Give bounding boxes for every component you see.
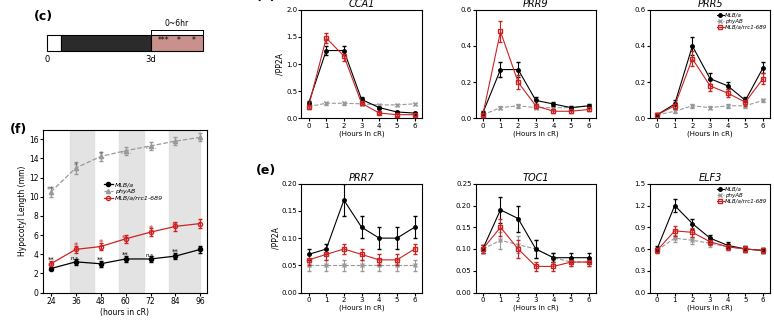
Legend: MLB/a, phyAB, MLB/a/rrc1-689: MLB/a, phyAB, MLB/a/rrc1-689 [103,182,164,202]
Text: **: ** [98,257,104,263]
Text: **: ** [122,252,129,257]
Text: *: * [177,36,181,45]
X-axis label: (Hours in cR): (Hours in cR) [339,304,385,311]
Y-axis label: /PP2A: /PP2A [271,227,280,249]
Text: *: * [192,36,196,45]
Legend: MLB/a, phyAB, MLB/a/rrc1-689: MLB/a, phyAB, MLB/a/rrc1-689 [717,13,767,30]
Text: n.s.: n.s. [145,145,156,150]
Text: *: * [74,162,78,171]
Text: 0: 0 [45,55,50,64]
Y-axis label: /PP2A: /PP2A [276,53,285,75]
Bar [151,35,204,51]
Text: **: ** [122,234,129,240]
Bar [170,130,200,292]
Text: 3d: 3d [146,55,156,64]
Legend: MLB/a, phyAB, MLB/a/rrc1-689: MLB/a, phyAB, MLB/a/rrc1-689 [717,187,767,204]
Text: **: ** [47,263,54,269]
Y-axis label: Hypocotyl Length (mm): Hypocotyl Length (mm) [19,166,27,256]
Text: *: * [149,225,152,234]
Bar [70,130,94,292]
Text: (e): (e) [256,164,276,177]
Title: TOC1: TOC1 [522,173,549,183]
Text: *: * [74,242,78,251]
Text: *: * [98,239,103,248]
Title: ELF3: ELF3 [698,173,721,183]
X-axis label: (Hours in cR): (Hours in cR) [687,130,733,136]
Bar [47,35,60,51]
Text: **: ** [47,257,54,263]
Text: **: ** [172,222,179,228]
Text: n.s.: n.s. [146,254,156,258]
Text: n.s.: n.s. [120,150,132,155]
Text: (f): (f) [10,123,27,136]
Text: **: ** [47,186,55,195]
Text: *: * [98,151,103,160]
Text: ***: *** [157,36,169,45]
Text: (d): (d) [256,0,276,3]
Text: (c): (c) [34,10,53,23]
X-axis label: (Hours in cR): (Hours in cR) [339,130,385,136]
Bar [60,35,151,51]
Text: n.s.: n.s. [71,256,80,261]
Title: PRR7: PRR7 [349,173,375,183]
X-axis label: (hours in cR): (hours in cR) [100,308,149,318]
Title: PRR5: PRR5 [697,0,723,9]
X-axis label: (Hours in cR): (Hours in cR) [687,304,733,311]
Title: CCA1: CCA1 [348,0,375,9]
Text: **: ** [172,249,179,255]
Title: PRR9: PRR9 [523,0,549,9]
Text: 0~6hr: 0~6hr [165,19,189,28]
X-axis label: (Hours in cR): (Hours in cR) [513,304,559,311]
X-axis label: (Hours in cR): (Hours in cR) [513,130,559,136]
Bar [119,130,144,292]
